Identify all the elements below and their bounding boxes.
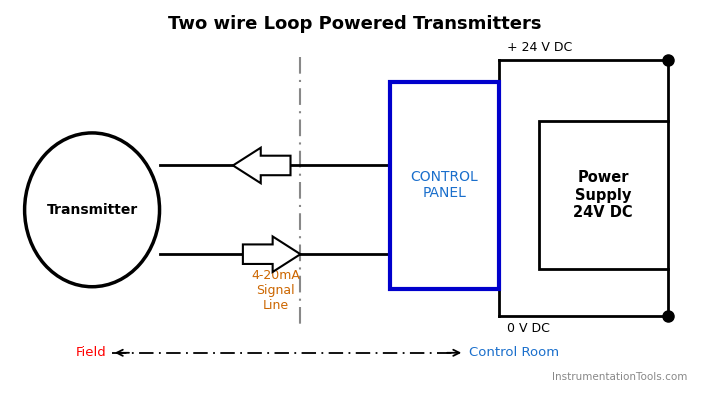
Text: Transmitter: Transmitter <box>46 203 138 217</box>
Bar <box>390 82 499 289</box>
Polygon shape <box>243 237 300 272</box>
Text: Control Room: Control Room <box>469 346 559 359</box>
Text: Two wire Loop Powered Transmitters: Two wire Loop Powered Transmitters <box>168 15 542 34</box>
Ellipse shape <box>25 133 160 287</box>
Polygon shape <box>233 148 290 183</box>
Bar <box>539 121 667 269</box>
Text: Field: Field <box>76 346 107 359</box>
Text: Power
Supply
24V DC: Power Supply 24V DC <box>573 170 633 220</box>
Text: InstrumentationTools.com: InstrumentationTools.com <box>552 372 687 382</box>
Text: 0 V DC: 0 V DC <box>507 322 550 335</box>
Text: 4-20mA
Signal
Line: 4-20mA Signal Line <box>251 269 300 312</box>
Text: CONTROL
PANEL: CONTROL PANEL <box>410 170 478 200</box>
Text: + 24 V DC: + 24 V DC <box>507 41 572 54</box>
